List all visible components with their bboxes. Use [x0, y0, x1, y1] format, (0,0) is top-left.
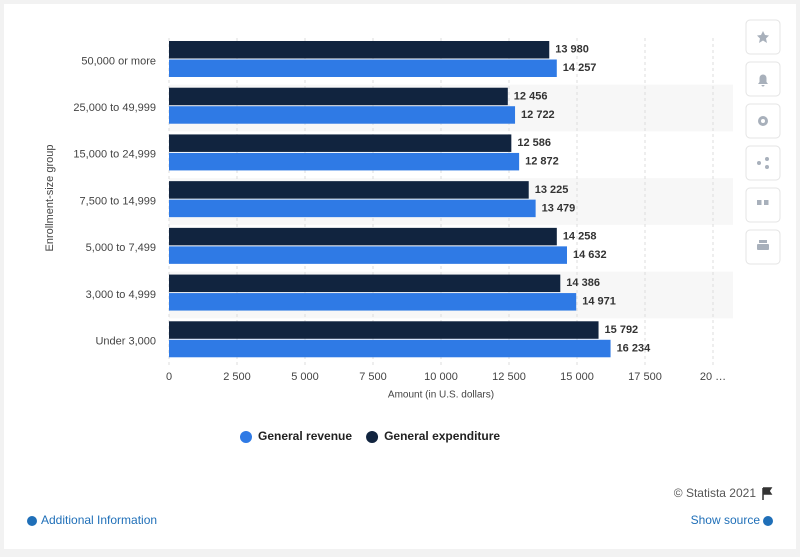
- bar: [169, 59, 557, 77]
- print-icon: [757, 244, 769, 250]
- bar: [169, 199, 536, 218]
- value-label: 12 456: [514, 90, 548, 102]
- info-icon: [763, 516, 773, 526]
- quote-icon: [757, 200, 762, 205]
- value-label: 14 971: [582, 296, 616, 308]
- x-tick-label: 12 500: [492, 371, 526, 383]
- legend-label: General revenue: [258, 429, 352, 443]
- value-label: 14 632: [573, 249, 607, 261]
- y-tick-label: 25,000 to 49,999: [73, 102, 156, 114]
- quote-icon: [764, 200, 769, 205]
- x-tick-label: 0: [166, 371, 172, 383]
- value-label: 14 258: [563, 231, 597, 243]
- value-label: 12 586: [517, 137, 551, 149]
- value-label: 12 722: [521, 109, 555, 121]
- flag-icon: [762, 487, 773, 500]
- legend-label: General expenditure: [384, 429, 500, 443]
- value-label: 12 872: [525, 156, 559, 168]
- additional-info-link[interactable]: Additional Information: [41, 513, 157, 527]
- value-label: 13 980: [555, 44, 589, 56]
- bar: [169, 152, 520, 171]
- x-tick-label: 10 000: [424, 371, 458, 383]
- copyright: © Statista 2021: [674, 486, 757, 500]
- bar: [169, 227, 557, 246]
- x-tick-label: 2 500: [223, 371, 251, 383]
- value-label: 16 234: [617, 342, 652, 354]
- value-label: 13 225: [535, 184, 569, 196]
- legend-marker: [240, 431, 252, 443]
- bell-icon: [758, 74, 768, 87]
- show-source-link[interactable]: Show source: [691, 513, 761, 527]
- legend-marker: [366, 431, 379, 443]
- share-button[interactable]: [745, 145, 781, 181]
- bar: [169, 181, 529, 199]
- y-tick-label: Under 3,000: [95, 336, 156, 348]
- bar: [169, 134, 512, 152]
- y-tick-label: 5,000 to 7,499: [86, 242, 156, 254]
- y-axis-title: Enrollment-size group: [44, 145, 56, 252]
- share-dot: [765, 165, 769, 169]
- y-tick-label: 7,500 to 14,999: [80, 195, 156, 207]
- y-tick-label: 15,000 to 24,999: [73, 149, 156, 161]
- side-icons: [757, 31, 769, 250]
- star-icon: [757, 31, 769, 43]
- x-tick-label: 17 500: [628, 371, 662, 383]
- x-tick-label: 5 000: [291, 371, 319, 383]
- bar: [169, 106, 516, 124]
- x-tick-label: 20 …: [700, 371, 726, 383]
- share-dot: [765, 157, 769, 161]
- y-tick-label: 50,000 or more: [81, 55, 156, 67]
- info-icon: [27, 516, 37, 526]
- bar: [169, 41, 550, 59]
- side-buttons: [745, 19, 781, 265]
- y-tick-label: 3,000 to 4,999: [86, 289, 156, 301]
- value-label: 14 257: [563, 62, 597, 74]
- bar: [169, 293, 577, 311]
- print-icon: [759, 240, 767, 243]
- bar: [169, 274, 561, 293]
- bar: [169, 321, 599, 339]
- bar: [169, 87, 508, 106]
- x-tick-label: 15 000: [560, 371, 594, 383]
- x-axis-title: Amount (in U.S. dollars): [388, 390, 494, 401]
- bar: [169, 339, 611, 358]
- value-label: 14 386: [566, 277, 600, 289]
- value-label: 13 479: [542, 202, 576, 214]
- cite-button[interactable]: [745, 187, 781, 223]
- value-label: 15 792: [605, 324, 639, 336]
- share-dot: [757, 161, 761, 165]
- gear-hole: [761, 119, 765, 123]
- x-tick-label: 7 500: [359, 371, 387, 383]
- bar: [169, 246, 567, 264]
